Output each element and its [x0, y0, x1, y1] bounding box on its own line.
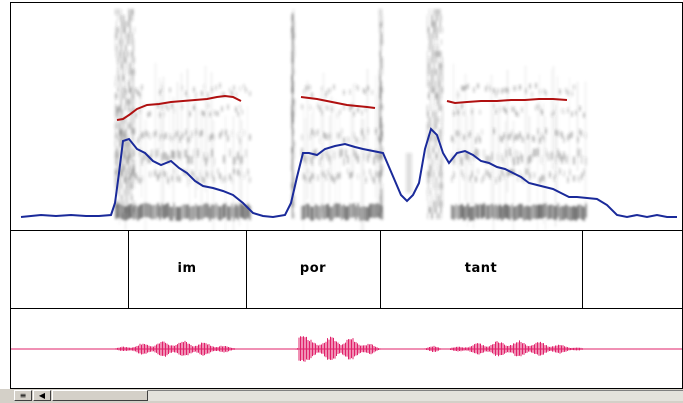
- intensity-curve: [20, 127, 677, 219]
- bottom-scrollbar: ≡ ◀: [0, 389, 683, 403]
- scrollbar-track[interactable]: [52, 390, 683, 401]
- tier-boundary[interactable]: [128, 231, 129, 308]
- pitch-curve-segment: [446, 98, 568, 105]
- waveform-panel[interactable]: [10, 308, 683, 389]
- pitch-curve-segment: [116, 94, 242, 121]
- scrollbar-thumb[interactable]: [52, 390, 148, 401]
- syllable-label-tant[interactable]: tant: [464, 261, 498, 276]
- tier-boundary[interactable]: [380, 231, 381, 308]
- waveform-signal: [115, 336, 583, 362]
- syllable-label-por[interactable]: por: [299, 261, 327, 276]
- list-icon[interactable]: ≡: [14, 390, 32, 401]
- arrow-left-icon[interactable]: ◀: [33, 390, 51, 401]
- tier-boundary[interactable]: [582, 231, 583, 308]
- waveform-view: [11, 336, 682, 362]
- syllable-label-im[interactable]: im: [177, 261, 197, 276]
- pitch-curve-segment: [300, 96, 376, 109]
- spectrogram-panel[interactable]: [10, 2, 683, 231]
- spectrogram-energy: [115, 9, 587, 231]
- tier-boundary[interactable]: [246, 231, 247, 308]
- syllable-tier[interactable]: im por tant: [10, 230, 683, 308]
- spectrogram-view: [20, 9, 677, 231]
